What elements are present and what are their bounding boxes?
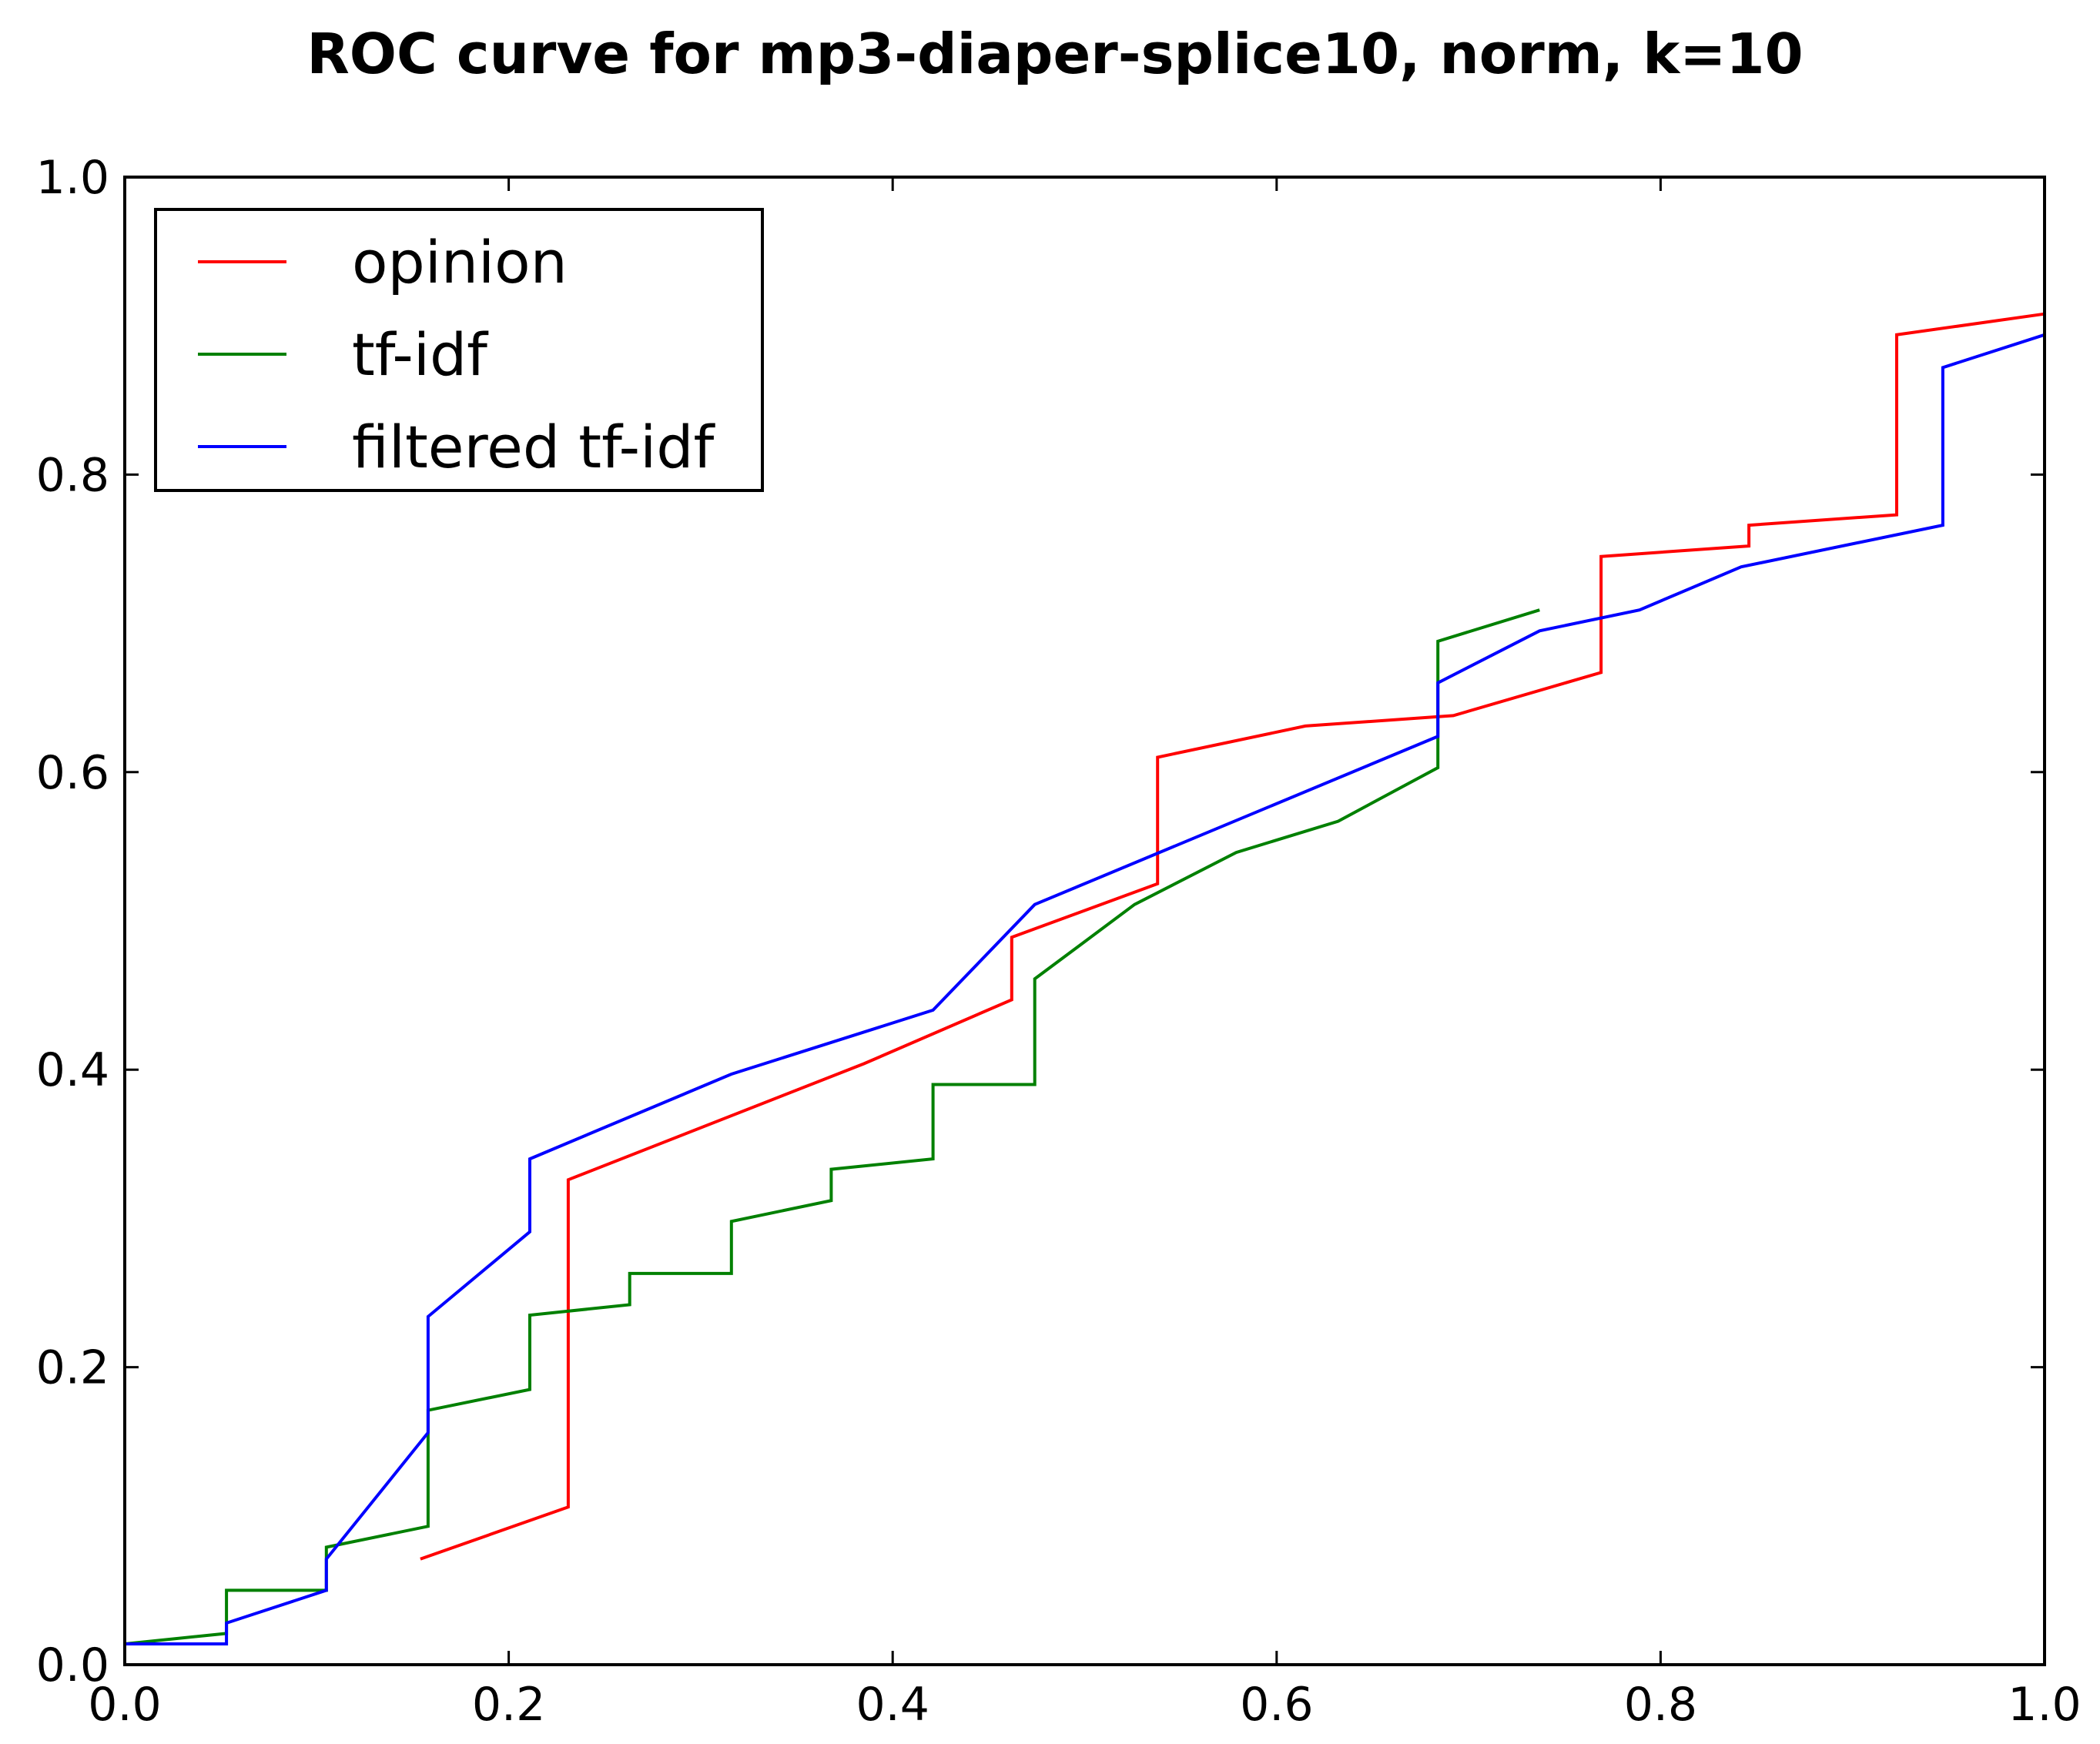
x-tick-label: 0.6: [1240, 1678, 1313, 1732]
legend-label: filtered tf-idf: [352, 413, 715, 481]
series-layer: [124, 312, 2045, 1645]
y-tick-label: 0.4: [36, 1043, 109, 1097]
y-tick-label: 0.0: [36, 1639, 109, 1692]
axis-ticks: 0.0 0.2 0.4 0.6 0.8 1.0 0.0 0.2 0.4 0.6 0.8 1.0: [36, 151, 2082, 1732]
plot-frame: [123, 176, 2046, 1666]
y-tick-label: 1.0: [36, 151, 109, 205]
x-tick-label: 0.2: [472, 1678, 545, 1732]
x-tick-label: 0.8: [1624, 1678, 1697, 1732]
y-tick-label: 0.2: [36, 1341, 109, 1395]
legend-label: tf-idf: [352, 320, 489, 389]
legend-box: [154, 208, 764, 492]
y-tick-label: 0.6: [36, 746, 109, 800]
series-line-opinion: [420, 312, 2045, 1561]
x-tick-label: 0.4: [856, 1678, 929, 1732]
legend: opinion tf-idf filtered tf-idf: [154, 208, 764, 492]
legend-label: opinion: [352, 228, 568, 296]
x-tick-label: 1.0: [2008, 1678, 2081, 1732]
y-tick-label: 0.8: [36, 448, 109, 502]
series-line-tf-idf: [124, 608, 1540, 1645]
x-tick-label: 0.0: [88, 1678, 161, 1732]
chart-title: ROC curve for mp3-diaper-splice10, norm,…: [306, 22, 1803, 86]
series-line-filtered-tf-idf: [125, 333, 2045, 1645]
